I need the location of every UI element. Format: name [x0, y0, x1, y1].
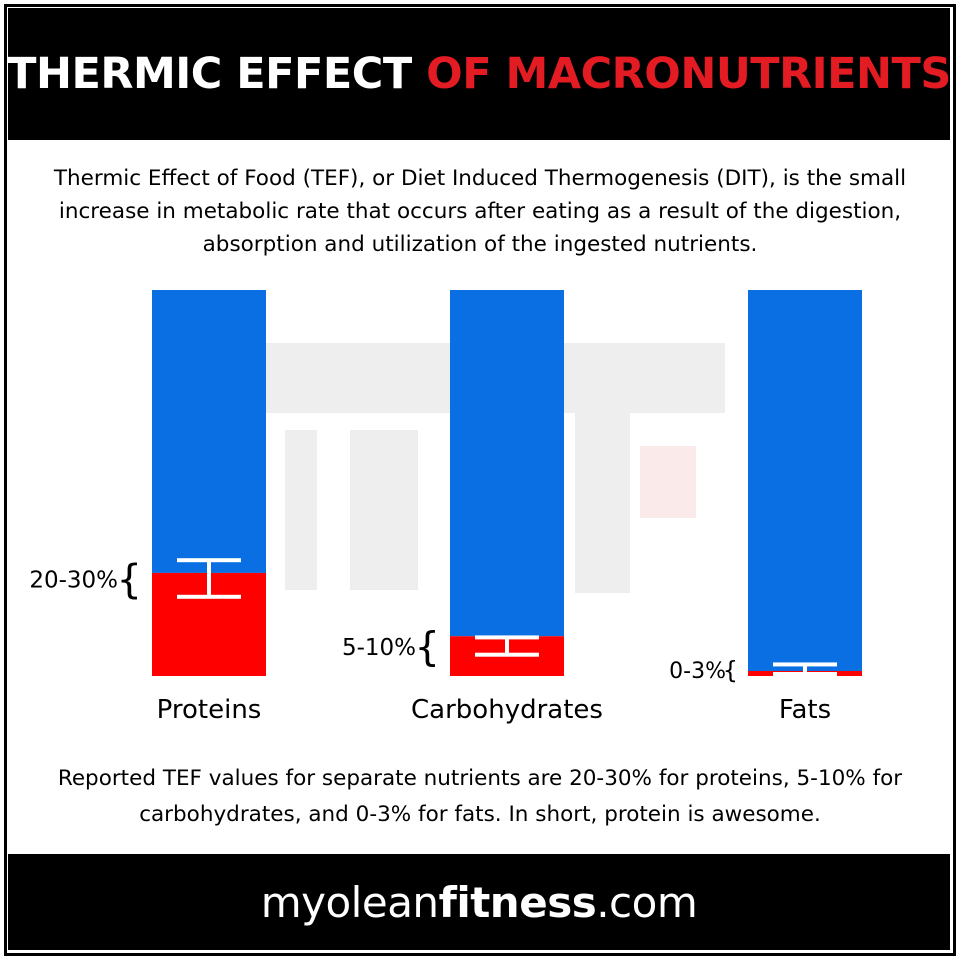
category-labels-group: Proteins Carbohydrates Fats	[157, 695, 831, 725]
error-bar-fats	[773, 662, 837, 676]
page-title: THERMIC EFFECT OF MACRONUTRIENTS	[7, 49, 951, 99]
category-label-carbohydrates: Carbohydrates	[411, 695, 603, 725]
watermark-shape	[350, 430, 418, 590]
range-label-carbohydrates: 5-10%	[342, 635, 416, 661]
error-stem	[207, 560, 211, 597]
error-bar-carbohydrates	[475, 635, 539, 657]
bar-fats-total	[748, 290, 862, 671]
site-logo: myoleanfitness.com	[261, 878, 698, 927]
watermark-logo	[200, 343, 725, 593]
tef-bar-chart: {20-30%{5-10%{0-3% Proteins Carbohydrates…	[29, 290, 862, 725]
intro-text: Thermic Effect of Food (TEF), or Diet In…	[53, 166, 907, 257]
error-stem	[803, 664, 807, 674]
range-brace-fats: {	[723, 656, 738, 684]
watermark-shape	[575, 343, 630, 593]
site-part-2: fitness	[438, 877, 597, 927]
site-part-1: myolean	[260, 877, 439, 927]
bar-proteins-total	[152, 290, 266, 573]
title-part-1: THERMIC EFFECT	[7, 49, 427, 99]
range-brace-carbohydrates: {	[415, 625, 440, 671]
summary-text: Reported TEF values for separate nutrien…	[57, 766, 903, 827]
watermark-shape	[640, 446, 696, 518]
watermark-shape	[285, 430, 317, 590]
site-part-3: .com	[596, 877, 698, 927]
footer-bar: myoleanfitness.com	[8, 854, 950, 950]
error-stem	[505, 637, 509, 655]
range-label-fats: 0-3%	[669, 659, 726, 684]
category-label-proteins: Proteins	[157, 695, 262, 725]
error-bars-group	[177, 558, 837, 676]
bars-group	[152, 290, 862, 676]
range-annotations-group: {20-30%{5-10%{0-3%	[29, 557, 738, 684]
title-part-2: OF MACRONUTRIENTS	[426, 49, 951, 99]
error-bar-proteins	[177, 558, 241, 599]
range-label-proteins: 20-30%	[29, 568, 118, 594]
bar-carbohydrates-total	[450, 290, 564, 637]
range-brace-proteins: {	[117, 557, 142, 603]
header-bar: THERMIC EFFECT OF MACRONUTRIENTS	[7, 8, 951, 140]
category-label-fats: Fats	[779, 695, 831, 725]
